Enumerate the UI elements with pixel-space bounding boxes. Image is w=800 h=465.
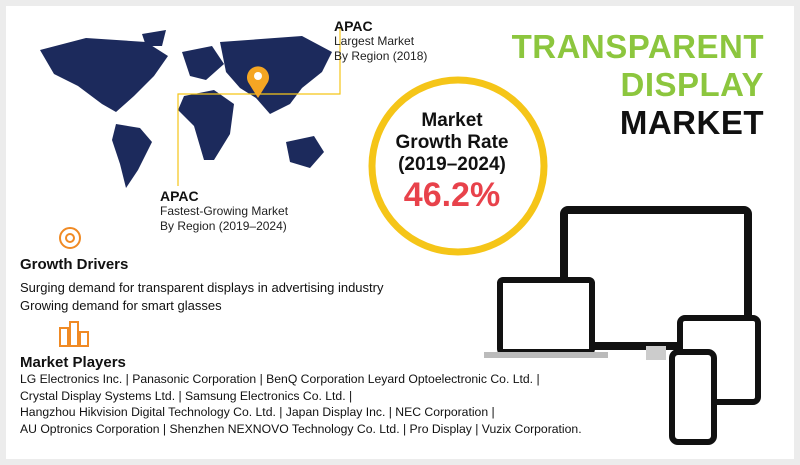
- region: APAC: [160, 188, 199, 204]
- growth-drivers: Growth Drivers Surging demand for transp…: [20, 256, 383, 315]
- label: Fastest-Growing Market: [160, 204, 289, 218]
- artwork: [40, 28, 761, 445]
- period: By Region (2018): [334, 49, 428, 63]
- growth-label: Growth Rate: [395, 132, 509, 153]
- heading: Growth Drivers: [20, 256, 129, 273]
- growth-label: Market: [421, 110, 483, 131]
- heading: Market Players: [20, 354, 126, 371]
- players-line: AU Optronics Corporation | Shenzhen NEXN…: [20, 421, 582, 436]
- region: APAC: [334, 18, 373, 34]
- title-line: DISPLAY: [620, 66, 764, 103]
- players-line: Hangzhou Hikvision Digital Technology Co…: [20, 405, 495, 419]
- market-players: Market Players LG Electronics Inc. | Pan…: [20, 354, 582, 437]
- label: Largest Market: [334, 34, 415, 48]
- driver: Growing demand for smart glasses: [20, 298, 222, 313]
- players-line: Crystal Display Systems Ltd. | Samsung E…: [20, 388, 353, 403]
- growth-value: 46.2%: [403, 176, 501, 214]
- growth-rate: Market Growth Rate (2019–2024) 46.2%: [372, 110, 532, 215]
- fastest-market: APAC Fastest-Growing Market By Region (2…: [160, 188, 288, 234]
- title-line: TRANSPARENT: [511, 28, 764, 65]
- players-line: LG Electronics Inc. | Panasonic Corporat…: [20, 372, 540, 386]
- period: By Region (2019–2024): [160, 219, 287, 233]
- devices: [484, 206, 761, 445]
- growth-label: (2019–2024): [398, 154, 506, 175]
- driver: Surging demand for transparent displays …: [20, 280, 384, 295]
- largest-market: APAC Largest Market By Region (2018): [334, 18, 427, 64]
- title-line: MARKET: [619, 104, 764, 141]
- market-players-icon: [59, 321, 89, 347]
- world-map: [40, 30, 332, 188]
- map-pin: [247, 66, 269, 98]
- growth-ring: [368, 76, 548, 256]
- map-leaders: [177, 28, 341, 186]
- growth-drivers-icon: [59, 227, 81, 249]
